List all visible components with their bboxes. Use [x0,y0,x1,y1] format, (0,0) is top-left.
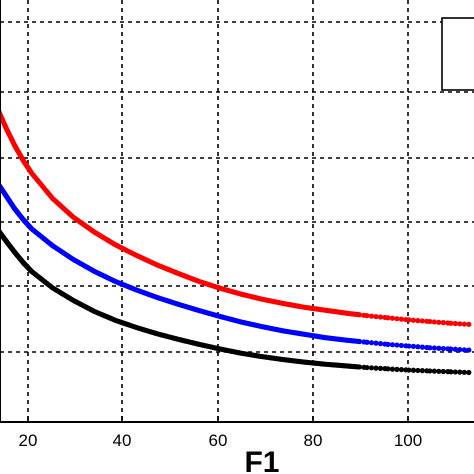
data-point [389,342,396,348]
data-point [398,316,405,322]
data-point [466,321,472,327]
data-point [431,319,437,325]
data-point [457,346,463,353]
data-point [440,368,446,375]
data-point [457,369,463,375]
data-point [440,320,446,326]
x-tick-label: 60 [209,431,228,450]
data-series [0,228,472,376]
data-point [364,339,370,345]
axis-frame [0,0,474,423]
data-point [419,344,425,350]
series-group [0,108,472,376]
x-axis-title: F1 [244,446,279,474]
data-point [419,318,425,324]
data-point [415,318,421,324]
data-point [364,364,370,371]
data-point [410,367,416,373]
data-point [356,312,363,318]
data-point [356,338,363,345]
data-point [461,321,467,327]
data-point [377,314,384,320]
data-point [368,365,375,371]
data-series [0,181,472,353]
x-tick-label: 20 [19,431,38,450]
data-point [394,366,400,372]
x-tick-label: 80 [304,431,323,450]
x-ticks: 20 40 60 80 100 [19,416,422,450]
data-point [427,318,433,325]
data-point [452,369,458,375]
data-point [448,369,454,375]
data-point [394,316,400,322]
data-point [466,369,472,376]
data-point [398,367,405,373]
data-point [436,345,442,351]
data-point [448,320,454,326]
data-point [440,345,446,352]
legend-box [441,17,474,91]
data-point [410,343,416,349]
data-point [373,340,379,346]
data-point [427,345,433,351]
data-point [368,340,375,346]
data-point [436,319,442,325]
data-point [436,368,442,374]
data-point [377,365,384,371]
data-point [373,313,379,320]
data-point [431,345,437,351]
data-point [394,342,400,348]
data-point [431,368,437,374]
data-point [410,317,416,323]
data-point [466,347,472,353]
data-point [427,368,433,374]
data-point [415,344,421,350]
data-point [448,346,454,352]
data-point [457,321,463,327]
data-point [406,343,412,349]
data-point [389,366,396,372]
data-point [452,346,458,352]
data-point [377,341,384,347]
data-point [385,341,391,347]
data-point [385,315,391,321]
data-point [364,313,370,319]
data-point [406,367,412,373]
data-point [452,320,458,327]
data-point [419,368,425,374]
grid-lines [0,0,474,422]
data-point [356,364,363,370]
data-point [461,369,467,375]
x-tick-label: 100 [394,431,422,450]
data-point [373,365,379,371]
data-point [461,347,467,353]
data-series [0,108,472,327]
data-point [389,315,396,321]
data-point [415,367,421,374]
data-point [368,313,375,319]
data-point [406,317,412,323]
data-point [398,342,405,349]
data-point [385,366,391,372]
x-tick-label: 40 [113,431,132,450]
